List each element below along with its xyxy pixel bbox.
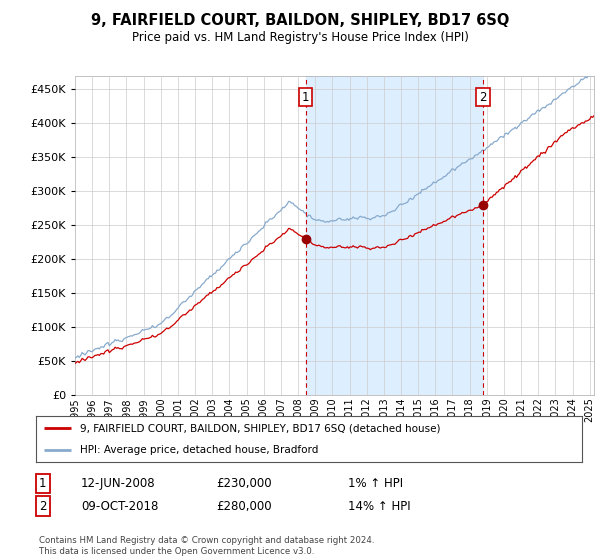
Text: 09-OCT-2018: 09-OCT-2018 bbox=[81, 500, 158, 512]
Text: 1: 1 bbox=[39, 477, 47, 490]
Text: 2: 2 bbox=[479, 91, 487, 104]
Text: 9, FAIRFIELD COURT, BAILDON, SHIPLEY, BD17 6SQ (detached house): 9, FAIRFIELD COURT, BAILDON, SHIPLEY, BD… bbox=[80, 423, 440, 433]
Text: £280,000: £280,000 bbox=[216, 500, 272, 512]
Text: Contains HM Land Registry data © Crown copyright and database right 2024.
This d: Contains HM Land Registry data © Crown c… bbox=[39, 536, 374, 556]
Text: 1% ↑ HPI: 1% ↑ HPI bbox=[348, 477, 403, 490]
Text: Price paid vs. HM Land Registry's House Price Index (HPI): Price paid vs. HM Land Registry's House … bbox=[131, 31, 469, 44]
Bar bbox=[306, 76, 483, 395]
Text: 2: 2 bbox=[39, 500, 47, 512]
Text: £230,000: £230,000 bbox=[216, 477, 272, 490]
Text: 9, FAIRFIELD COURT, BAILDON, SHIPLEY, BD17 6SQ: 9, FAIRFIELD COURT, BAILDON, SHIPLEY, BD… bbox=[91, 13, 509, 28]
Text: 1: 1 bbox=[302, 91, 310, 104]
Text: 14% ↑ HPI: 14% ↑ HPI bbox=[348, 500, 410, 512]
Text: 12-JUN-2008: 12-JUN-2008 bbox=[81, 477, 155, 490]
Text: HPI: Average price, detached house, Bradford: HPI: Average price, detached house, Brad… bbox=[80, 445, 318, 455]
